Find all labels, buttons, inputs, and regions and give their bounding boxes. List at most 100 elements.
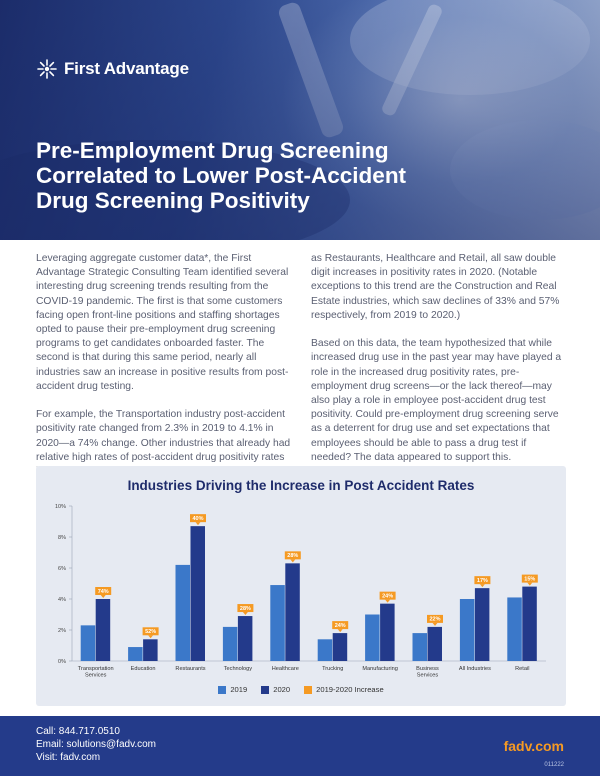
y-tick-label: 2%	[58, 628, 66, 634]
footer-site-link[interactable]: fadv.com	[503, 738, 564, 754]
chart-legend: 2019 2020 2019-2020 Increase	[36, 685, 566, 694]
increase-label: 52%	[145, 629, 156, 635]
contact-info: Call: 844.717.0510 Email: solutions@fadv…	[36, 725, 156, 764]
legend-swatch-2019	[218, 685, 227, 694]
y-tick-label: 0%	[58, 659, 66, 665]
chart-title: Industries Driving the Increase in Post …	[127, 478, 475, 493]
increase-badge-pointer	[479, 584, 485, 588]
legend-label: 2019	[230, 685, 248, 694]
increase-badge	[142, 627, 159, 636]
document-code: 011222	[544, 762, 564, 768]
increase-badge	[284, 551, 301, 560]
title-line: Drug Screening Positivity	[36, 188, 310, 213]
contact-phone[interactable]: Call: 844.717.0510	[36, 726, 120, 737]
bar-2019	[175, 564, 190, 661]
legend-swatch-2020	[261, 685, 270, 694]
bar-2019	[317, 639, 333, 661]
increase-label: 24%	[335, 623, 346, 629]
bar-2020	[285, 563, 300, 661]
x-tick-label: Restaurants	[175, 666, 205, 672]
x-tick-label: Technology	[224, 666, 253, 672]
increase-label: 40%	[192, 516, 203, 522]
increase-badge	[427, 614, 443, 623]
bar-2019	[270, 585, 285, 661]
legend-swatch-increase	[304, 685, 313, 694]
brand-name: First Advantage	[64, 59, 189, 78]
bar-2019	[507, 597, 522, 661]
increase-badge-pointer	[290, 559, 296, 563]
bar-2019	[222, 626, 238, 661]
bar-2019	[412, 633, 427, 661]
increase-label: 15%	[524, 576, 535, 582]
increase-badge-pointer	[148, 635, 154, 639]
bar-2020	[474, 588, 490, 661]
x-tick-label: Retail	[515, 666, 529, 672]
body-column-left: Leveraging aggregate customer data*, the…	[36, 252, 294, 493]
legend-label: 2019-2020 Increase	[316, 685, 384, 694]
y-tick-label: 8%	[58, 535, 66, 541]
increase-label: 17%	[477, 578, 488, 584]
bar-2020	[143, 639, 158, 661]
bar-2020	[380, 603, 395, 661]
y-tick-label: 10%	[55, 504, 66, 510]
increase-badge-pointer	[527, 582, 533, 586]
x-tick-label: Education	[131, 666, 156, 672]
body-paragraph: as Restaurants, Healthcare and Retail, a…	[311, 253, 560, 321]
increase-badge-pointer	[100, 595, 106, 598]
increase-badge	[474, 576, 491, 585]
bar-2019	[80, 625, 96, 661]
body-paragraph: Based on this data, the team hypothesize…	[311, 338, 562, 463]
y-tick-label: 4%	[58, 597, 66, 603]
increase-badge-pointer	[195, 522, 201, 526]
bar-2020	[332, 633, 348, 661]
title-line: Correlated to Lower Post-Accident	[36, 163, 407, 188]
increase-badge	[237, 604, 254, 613]
page-title: Pre-Employment Drug Screening Correlated…	[36, 138, 466, 213]
increase-badge-pointer	[337, 629, 343, 633]
increase-badge	[521, 574, 538, 583]
x-tick-label: Manufacturing	[362, 666, 397, 672]
increase-badge	[190, 514, 206, 523]
bar-2020	[237, 616, 253, 661]
increase-badge	[332, 621, 349, 630]
x-tick-label: Transportation	[78, 666, 114, 672]
body-paragraph: Leveraging aggregate customer data*, the…	[36, 253, 289, 392]
x-tick-label: Trucking	[322, 666, 343, 672]
increase-badge-pointer	[432, 622, 438, 626]
chart-panel: Industries Driving the Increase in Post …	[36, 466, 566, 706]
contact-email[interactable]: Email: solutions@fadv.com	[36, 739, 157, 750]
bar-2019	[365, 614, 380, 661]
increase-label: 24%	[382, 593, 393, 599]
legend-item-increase: 2019-2020 Increase	[304, 685, 384, 694]
bar-2020	[190, 526, 205, 661]
brand-mark-icon	[37, 59, 57, 79]
brand-logo[interactable]: First Advantage	[36, 58, 189, 80]
bar-2020	[522, 586, 537, 661]
footer-bar: Call: 844.717.0510 Email: solutions@fadv…	[0, 716, 600, 776]
bar-chart: 0%2%4%6%8%10%74%TransportationServices52…	[55, 504, 546, 679]
x-tick-label: Services	[85, 673, 107, 679]
increase-badge	[379, 591, 396, 600]
increase-label: 28%	[287, 553, 298, 559]
increase-badge-pointer	[242, 612, 248, 616]
contact-website[interactable]: Visit: fadv.com	[36, 752, 101, 763]
x-tick-label: All Industries	[459, 666, 491, 672]
legend-label: 2020	[273, 685, 291, 694]
hero-banner	[0, 0, 600, 240]
bar-2020	[427, 626, 442, 661]
increase-label: 74%	[98, 589, 109, 595]
x-tick-label: Services	[417, 673, 439, 679]
increase-badge-pointer	[385, 599, 391, 603]
increase-badge	[95, 587, 112, 595]
y-tick-label: 6%	[58, 566, 66, 572]
bar-2020	[95, 599, 111, 661]
x-tick-label: Healthcare	[272, 666, 299, 672]
body-column-right: as Restaurants, Healthcare and Retail, a…	[311, 252, 569, 479]
legend-item-2020: 2020	[261, 685, 290, 694]
bar-2019	[128, 647, 143, 661]
x-tick-label: Business	[416, 666, 439, 672]
legend-item-2019: 2019	[218, 685, 247, 694]
title-line: Pre-Employment Drug Screening	[36, 138, 389, 163]
increase-label: 28%	[240, 606, 251, 612]
bar-2019	[459, 599, 475, 661]
